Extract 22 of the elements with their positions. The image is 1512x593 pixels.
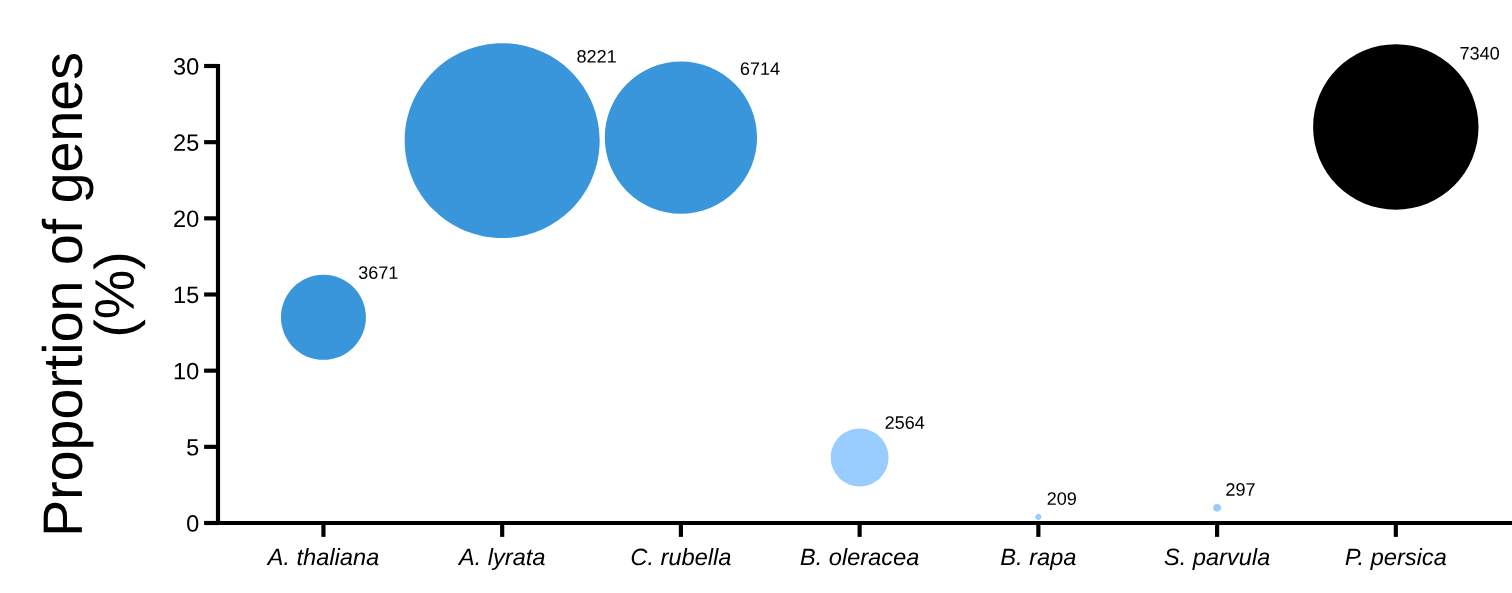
y-tick-label: 25 — [174, 134, 199, 151]
annotation: 3671 — [358, 266, 398, 280]
annotation: 2564 — [885, 416, 925, 429]
x-tick-label: B. oleracea — [800, 548, 919, 566]
x-tick-label: A. lyrata — [457, 548, 545, 571]
y-tick-label: 15 — [174, 286, 199, 304]
y-tick-label: 0 — [187, 515, 199, 532]
x-tick-label: S. parvula — [1164, 548, 1270, 571]
y-tick-label: 10 — [174, 362, 199, 380]
y-tick-label: 30 — [173, 58, 199, 75]
y-tick-label: 5 — [187, 439, 199, 456]
x-tick-label: C. rubella — [631, 548, 731, 566]
y-tick-label: 20 — [174, 210, 199, 228]
y-axis-title: Proportion of genes (%) — [41, 54, 146, 533]
annotation: 6714 — [740, 62, 780, 76]
annotation: 209 — [1047, 492, 1076, 505]
x-tick-label: A. thaliana — [266, 548, 379, 566]
annotation: 297 — [1226, 483, 1255, 496]
x-tick-label: P. persica — [1345, 548, 1446, 571]
x-tick-label: B. rapa — [1001, 548, 1076, 571]
text: 8221 — [577, 49, 616, 63]
text: 7340 — [1460, 46, 1499, 60]
